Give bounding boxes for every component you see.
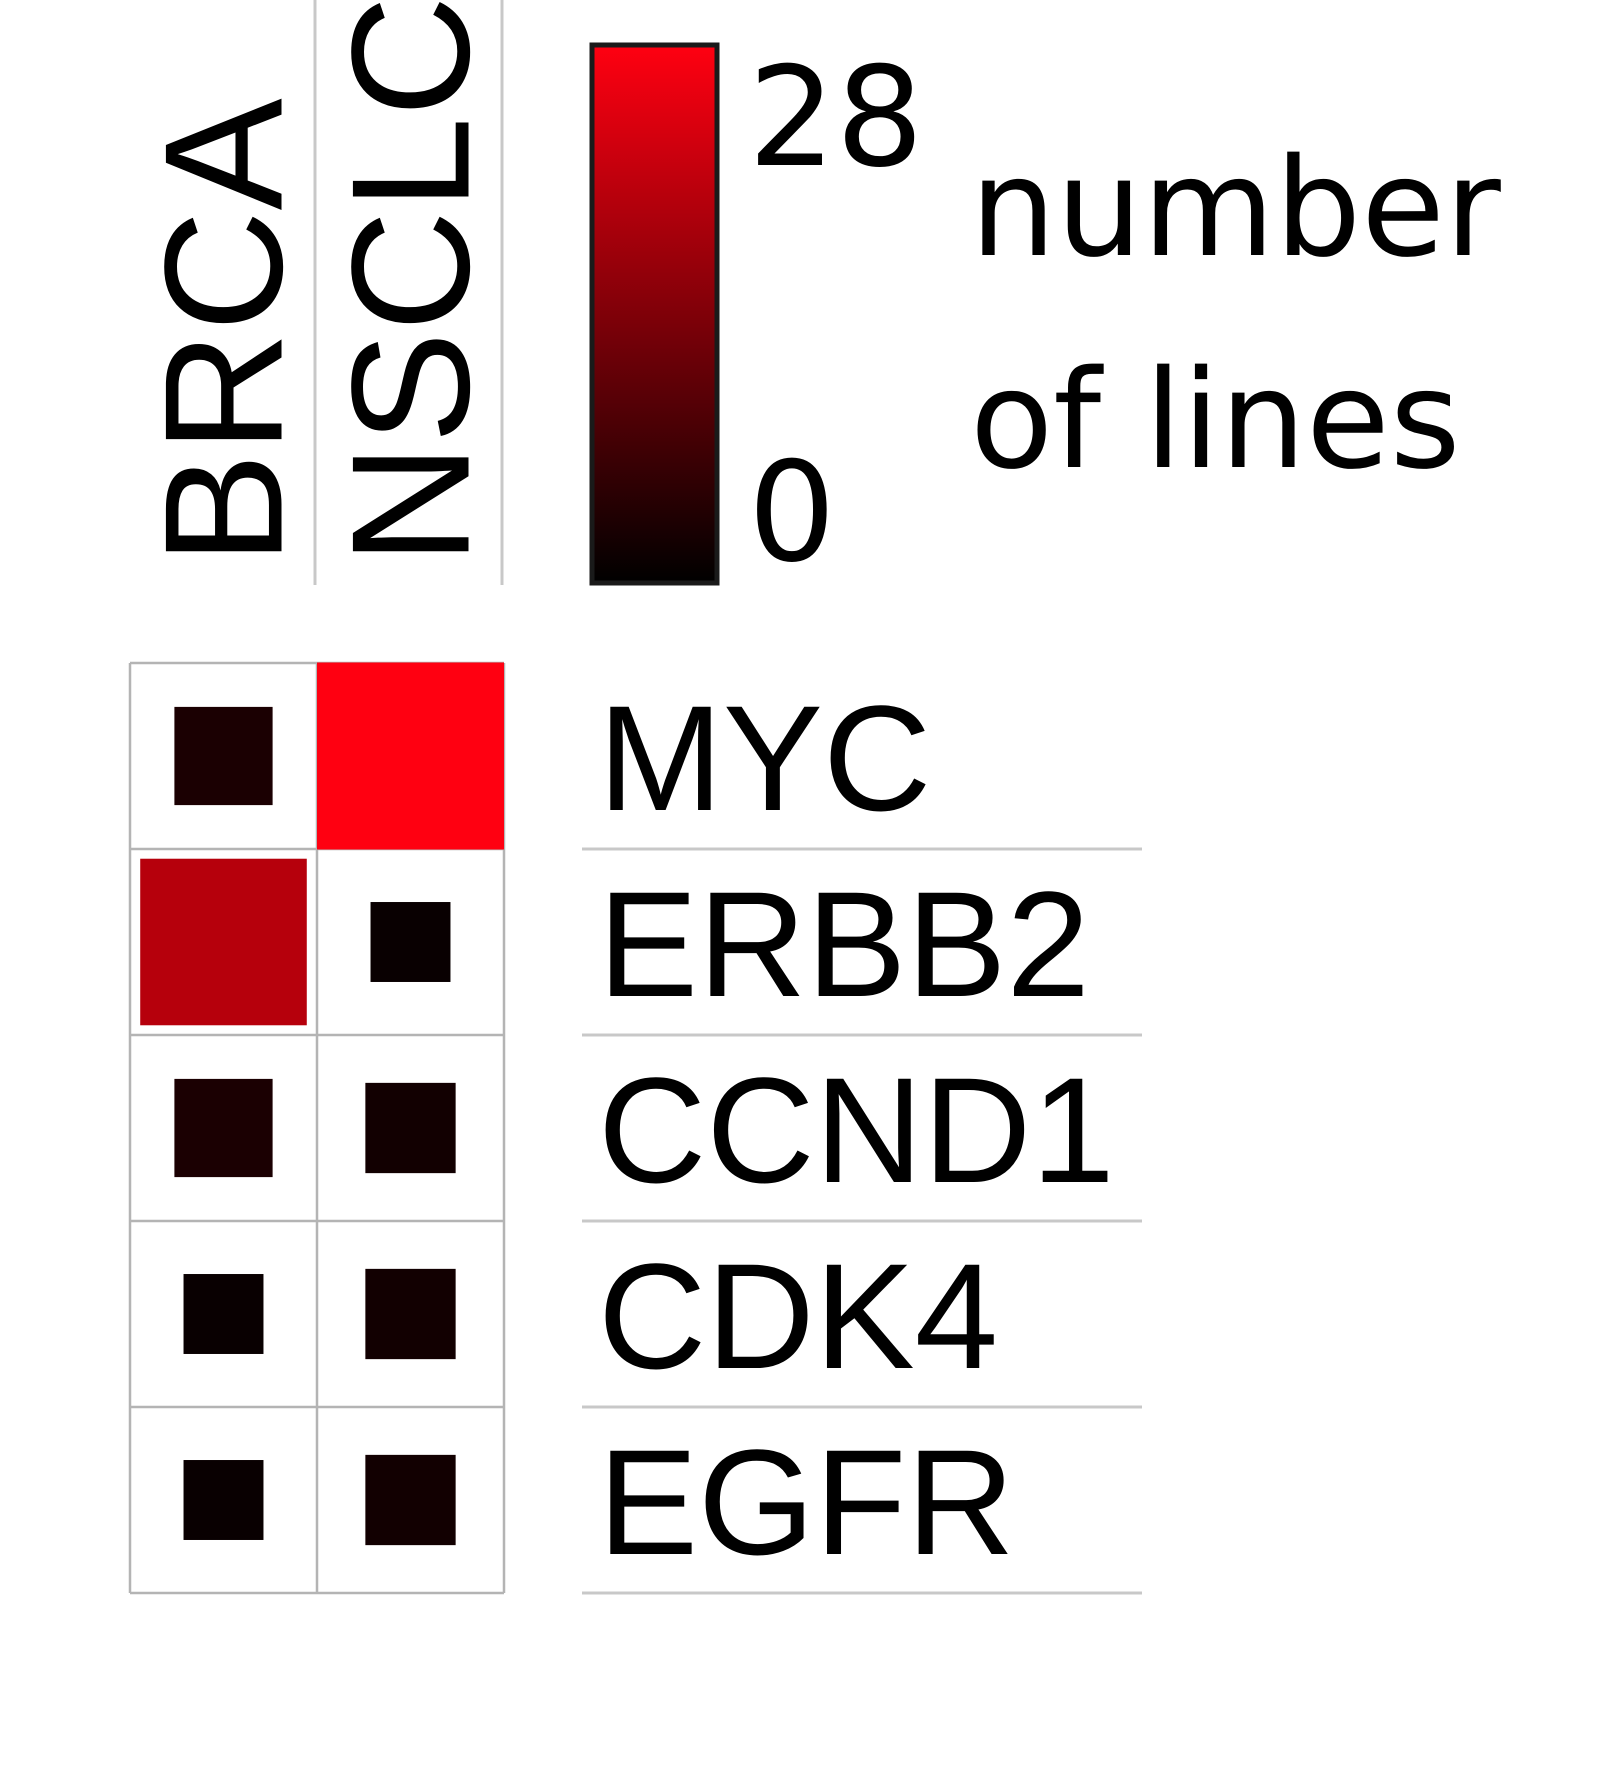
heatmap-cell-erbb2-nsclc [370, 902, 451, 982]
heatmap-cell-erbb2-brca [140, 858, 307, 1026]
heatmap-cell-myc-nsclc [317, 662, 504, 850]
row-label-egfr: EGFR [598, 1418, 1015, 1586]
column-headers: BRCA NSCLC [130, 0, 505, 565]
row-label-cdk4: CDK4 [598, 1232, 998, 1400]
column-header-brca: BRCA [130, 98, 318, 565]
column-header-dividers [313, 0, 504, 585]
heatmap-cell-cdk4-nsclc [365, 1268, 456, 1360]
color-legend-bar [589, 42, 720, 586]
heatmap-cell-cdk4-brca [183, 1274, 264, 1354]
row-label-ccnd1: CCND1 [598, 1046, 1115, 1214]
row-labels: MYC ERBB2 CCND1 CDK4 EGFR [582, 674, 1142, 1595]
heatmap-cell-myc-brca [174, 706, 273, 806]
color-legend: 28 0 number of lines [589, 37, 1501, 593]
heatmap-cell-ccnd1-nsclc [365, 1082, 456, 1174]
heatmap-cell-ccnd1-brca [174, 1078, 273, 1178]
heatmap-cell-egfr-nsclc [365, 1454, 456, 1546]
legend-min-label: 0 [748, 432, 836, 593]
row-label-erbb2: ERBB2 [598, 860, 1090, 1028]
heatmap-cells [140, 662, 504, 1546]
column-header-nsclc: NSCLC [317, 0, 505, 565]
row-label-myc: MYC [598, 674, 931, 842]
legend-title-line-1: number [970, 130, 1501, 288]
heatmap-cell-egfr-brca [183, 1460, 264, 1540]
legend-max-label: 28 [748, 37, 924, 198]
legend-title-line-2: of lines [970, 342, 1461, 500]
